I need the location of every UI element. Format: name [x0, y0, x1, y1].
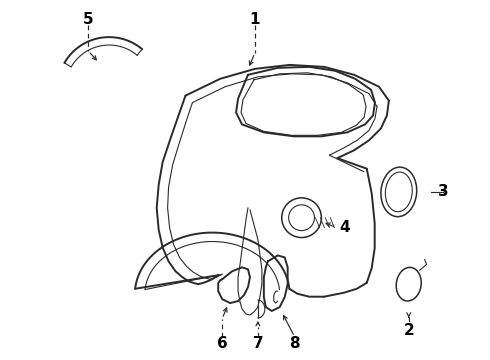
Text: 4: 4 — [339, 220, 349, 235]
Text: 8: 8 — [289, 336, 300, 351]
Text: 3: 3 — [438, 184, 449, 199]
Text: 6: 6 — [217, 336, 227, 351]
Text: 1: 1 — [250, 12, 260, 27]
Text: 5: 5 — [83, 12, 94, 27]
Text: 7: 7 — [252, 336, 263, 351]
Text: 2: 2 — [403, 323, 414, 338]
